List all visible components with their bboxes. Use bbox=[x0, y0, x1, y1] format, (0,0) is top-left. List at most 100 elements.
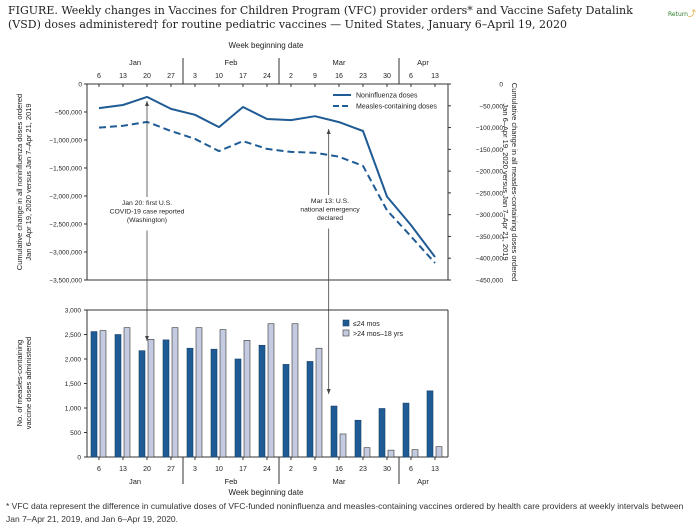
line-left-tick-label: −2,000,000 bbox=[49, 194, 82, 201]
annotation-text: Mar 13: U.S. bbox=[311, 198, 349, 205]
line-x-tick-label: 6 bbox=[97, 73, 101, 80]
bar-x-axis-title: Week beginning date bbox=[228, 488, 304, 497]
line-month-label: Feb bbox=[225, 58, 238, 67]
bar-y-axis-title-2: vaccine doses administered bbox=[24, 337, 33, 430]
bar-month-label: Feb bbox=[225, 477, 238, 486]
bar-x-tick-label: 13 bbox=[431, 466, 439, 473]
line-left-tick-label: 0 bbox=[78, 82, 82, 89]
line-x-tick-label: 3 bbox=[193, 73, 197, 80]
line-x-tick-label: 2 bbox=[289, 73, 293, 80]
line-right-tick-label: −150,000 bbox=[476, 147, 504, 154]
bar-over-24mos bbox=[219, 329, 227, 458]
bar-x-tick-label: 9 bbox=[313, 466, 317, 473]
bar-x-tick-label: 23 bbox=[359, 466, 367, 473]
annotation-text: declared bbox=[317, 215, 343, 222]
line-x-tick-label: 9 bbox=[313, 73, 317, 80]
bar-under-24mos bbox=[162, 339, 170, 458]
line-chart: Week beginning date 6 13 20 27 3 10 17 24 2 9 16 23 3… bbox=[15, 41, 519, 394]
line-right-tick-label: −400,000 bbox=[476, 256, 504, 263]
noninfluenza-line bbox=[98, 95, 436, 258]
line-right-tick-label: −50,000 bbox=[479, 103, 503, 110]
line-right-tick-label: −200,000 bbox=[476, 169, 504, 176]
bar-y-tick-label: 500 bbox=[70, 430, 81, 437]
line-x-tick-label: 23 bbox=[359, 73, 367, 80]
legend-over-24mos-swatch bbox=[342, 329, 350, 337]
bar-over-24mos bbox=[387, 449, 395, 458]
bar-over-24mos bbox=[267, 323, 275, 458]
line-right-axis-title: Cumulative change in all measles-contain… bbox=[510, 83, 519, 281]
legend-over-24mos-label: >24 mos–18 yrs bbox=[353, 331, 403, 338]
bar-over-24mos bbox=[147, 339, 155, 458]
bar-under-24mos bbox=[426, 390, 434, 458]
line-right-axis-title-2: Jan 6–Apr 19, 2020 versus Jan 7–Apr 21, … bbox=[501, 103, 510, 260]
footnote: * VFC data represent the difference in c… bbox=[6, 501, 684, 524]
annotation-arrowhead bbox=[326, 389, 331, 394]
line-right-tick-label: −300,000 bbox=[476, 212, 504, 219]
annotation-text: national emergency bbox=[300, 207, 360, 214]
bar-over-24mos bbox=[411, 449, 419, 458]
bar-x-tick-label: 27 bbox=[167, 466, 175, 473]
bar-under-24mos bbox=[90, 331, 98, 458]
bar-under-24mos bbox=[234, 358, 242, 458]
bar-under-24mos bbox=[378, 408, 386, 458]
bar-over-24mos bbox=[363, 447, 371, 458]
bar-y-tick-label: 1,000 bbox=[65, 406, 82, 413]
legend-noninfluenza-label: Noninfluenza doses bbox=[356, 93, 418, 100]
line-x-tick-label: 20 bbox=[143, 73, 151, 80]
line-x-axis-title: Week beginning date bbox=[228, 41, 304, 50]
line-right-tick-label: −350,000 bbox=[476, 234, 504, 241]
bar-over-24mos bbox=[291, 323, 299, 458]
line-left-tick-label: −3,500,000 bbox=[49, 278, 82, 285]
bar-x-tick-label: 10 bbox=[215, 466, 223, 473]
bar-month-label: Jan bbox=[129, 477, 141, 486]
bar-x-tick-label: 16 bbox=[335, 466, 343, 473]
line-left-tick-label: −3,000,000 bbox=[49, 250, 82, 257]
bar-over-24mos bbox=[339, 433, 347, 458]
line-x-tick-label: 13 bbox=[431, 73, 439, 80]
bar-under-24mos bbox=[210, 348, 218, 458]
bar-y-axis-title: No. of measles-containing bbox=[15, 340, 24, 427]
bar-month-label: Mar bbox=[333, 477, 346, 486]
bar-x-tick-label: 3 bbox=[193, 466, 197, 473]
annotation-arrowhead bbox=[145, 101, 149, 106]
bar-y-tick-label: 2,000 bbox=[65, 357, 82, 364]
line-month-label: Apr bbox=[417, 58, 429, 67]
annotation-arrowhead bbox=[145, 336, 149, 341]
bar-over-24mos bbox=[243, 340, 251, 458]
annotation-text: (Washington) bbox=[127, 217, 167, 224]
bar-under-24mos bbox=[114, 334, 122, 458]
bar-x-tick-label: 13 bbox=[119, 466, 127, 473]
bar-x-tick-label: 20 bbox=[143, 466, 151, 473]
bar-over-24mos bbox=[123, 327, 131, 458]
line-x-tick-label: 16 bbox=[335, 73, 343, 80]
bar-under-24mos bbox=[282, 364, 290, 458]
figure-title: FIGURE. Weekly changes in Vaccines for C… bbox=[8, 4, 633, 31]
line-right-tick-label: 0 bbox=[499, 82, 503, 89]
line-x-tick-label: 13 bbox=[119, 73, 127, 80]
return-link[interactable]: Return⤴ bbox=[668, 8, 696, 19]
bar-y-tick-label: 0 bbox=[77, 455, 81, 462]
line-month-label: Jan bbox=[129, 58, 141, 67]
annotation-text: COVID-19 case reported bbox=[110, 209, 185, 216]
bar-x-tick-label: 17 bbox=[239, 466, 247, 473]
line-left-tick-label: −1,000,000 bbox=[49, 138, 82, 145]
bar-under-24mos bbox=[354, 419, 362, 458]
bar-under-24mos bbox=[402, 402, 410, 458]
bar-x-tick-label: 6 bbox=[97, 466, 101, 473]
return-arrow-icon: ⤴ bbox=[687, 9, 696, 18]
line-left-tick-label: −1,500,000 bbox=[49, 166, 82, 173]
bar-over-24mos bbox=[435, 446, 443, 458]
legend-measles-label: Measles-containing doses bbox=[356, 104, 437, 111]
return-label[interactable]: Return bbox=[668, 11, 688, 18]
bar-over-24mos bbox=[195, 327, 203, 458]
line-x-tick-label: 27 bbox=[167, 73, 175, 80]
bar-y-tick-label: 2,500 bbox=[65, 332, 82, 339]
annotation-arrowhead bbox=[326, 129, 331, 134]
bar-x-tick-label: 24 bbox=[263, 466, 271, 473]
line-left-axis-title: Cumulative change in all noninfluenza do… bbox=[15, 94, 24, 270]
bar-under-24mos bbox=[306, 361, 314, 458]
bar-x-tick-label: 6 bbox=[409, 466, 413, 473]
line-left-tick-label: −500,000 bbox=[55, 110, 83, 117]
legend-under-24mos-label: ≤24 mos bbox=[353, 321, 380, 328]
bar-under-24mos bbox=[186, 347, 194, 458]
